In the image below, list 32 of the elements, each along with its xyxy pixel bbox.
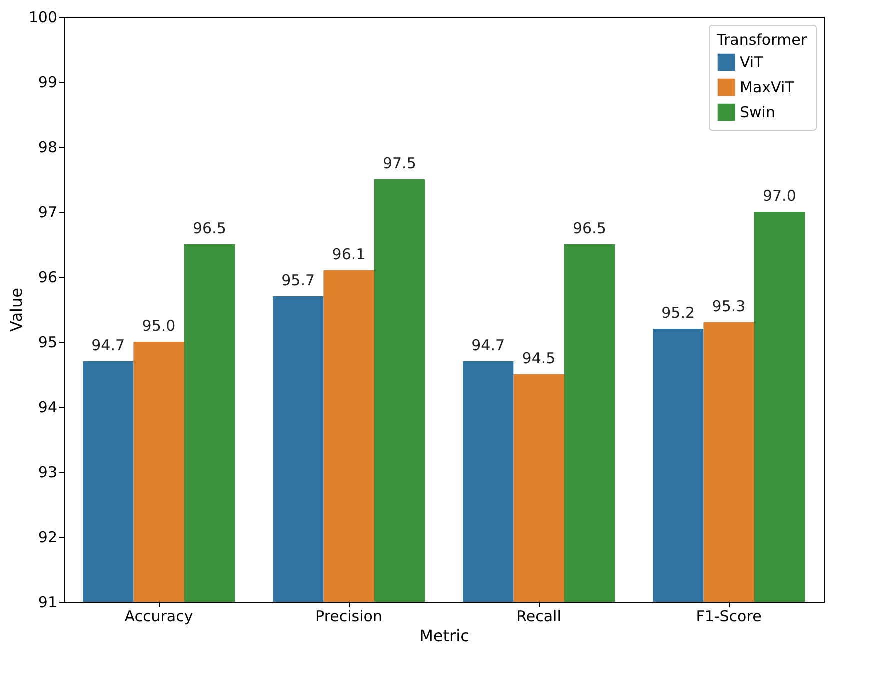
y-tick-label: 96	[38, 268, 58, 286]
y-tick-label: 91	[38, 594, 58, 612]
data-label: 95.0	[142, 317, 176, 335]
y-tick-label: 92	[38, 528, 58, 546]
legend-label: MaxViT	[740, 78, 796, 96]
y-tick-label: 93	[38, 464, 58, 482]
data-label: 97.0	[762, 187, 796, 205]
data-label: 95.7	[282, 272, 316, 290]
data-label: 95.3	[712, 298, 746, 316]
x-axis-title: Metric	[420, 626, 470, 646]
data-label: 94.5	[522, 350, 556, 368]
x-tick-label: Precision	[316, 608, 382, 626]
x-tick-label: Recall	[516, 608, 562, 626]
y-tick-label: 94	[38, 398, 58, 416]
data-label: 96.5	[192, 220, 226, 238]
data-label: 94.7	[92, 336, 126, 354]
y-axis-title: Value	[6, 288, 26, 332]
x-tick-label: F1-Score	[696, 608, 762, 626]
y-tick-label: 95	[38, 334, 58, 352]
legend-label: Swin	[740, 104, 776, 122]
legend-label: ViT	[740, 54, 764, 72]
data-label: 96.5	[572, 220, 606, 238]
data-label: 97.5	[382, 154, 416, 172]
x-tick-label: Accuracy	[124, 608, 194, 626]
y-tick-label: 98	[38, 138, 58, 156]
y-tick-label: 99	[38, 74, 58, 92]
y-tick-label: 100	[28, 8, 58, 26]
y-tick-label: 97	[38, 204, 58, 222]
data-label: 95.2	[662, 304, 696, 322]
data-label: 96.1	[332, 246, 366, 264]
legend-title: Transformer	[716, 31, 808, 49]
data-label: 94.7	[472, 336, 506, 354]
